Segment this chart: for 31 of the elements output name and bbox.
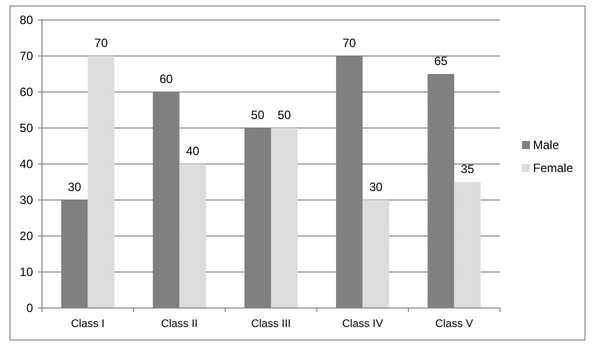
data-label: 35 xyxy=(460,162,474,176)
x-tick-label: Class III xyxy=(251,318,291,330)
y-tick-label: 60 xyxy=(20,85,34,100)
data-label: 30 xyxy=(369,180,383,194)
x-tick-label: Class V xyxy=(435,318,474,330)
bar xyxy=(362,200,390,308)
data-label: 50 xyxy=(251,108,265,122)
x-tick-label: Class IV xyxy=(342,318,384,330)
y-tick-label: 40 xyxy=(20,157,34,172)
legend-label: Male xyxy=(533,138,560,152)
y-tick-label: 80 xyxy=(20,13,34,28)
y-tick-label: 30 xyxy=(20,193,34,208)
data-label: 40 xyxy=(186,144,200,158)
data-label: 65 xyxy=(434,54,448,68)
data-label: 70 xyxy=(342,36,356,50)
y-tick-label: 50 xyxy=(20,121,34,136)
y-tick-label: 20 xyxy=(20,229,34,244)
data-label: 50 xyxy=(278,108,292,122)
bar xyxy=(271,128,298,308)
bar xyxy=(454,182,481,308)
y-tick-label: 10 xyxy=(20,265,34,280)
bar xyxy=(179,164,206,308)
bar xyxy=(88,56,114,308)
data-label: 30 xyxy=(68,180,82,194)
x-tick-label: Class II xyxy=(161,318,198,330)
data-label: 60 xyxy=(159,72,174,86)
x-tick-label: Class I xyxy=(70,318,105,330)
legend-label: Female xyxy=(533,161,574,175)
y-tick-label: 70 xyxy=(20,49,34,64)
y-tick-label: 0 xyxy=(26,301,34,316)
data-label: 70 xyxy=(94,36,108,50)
